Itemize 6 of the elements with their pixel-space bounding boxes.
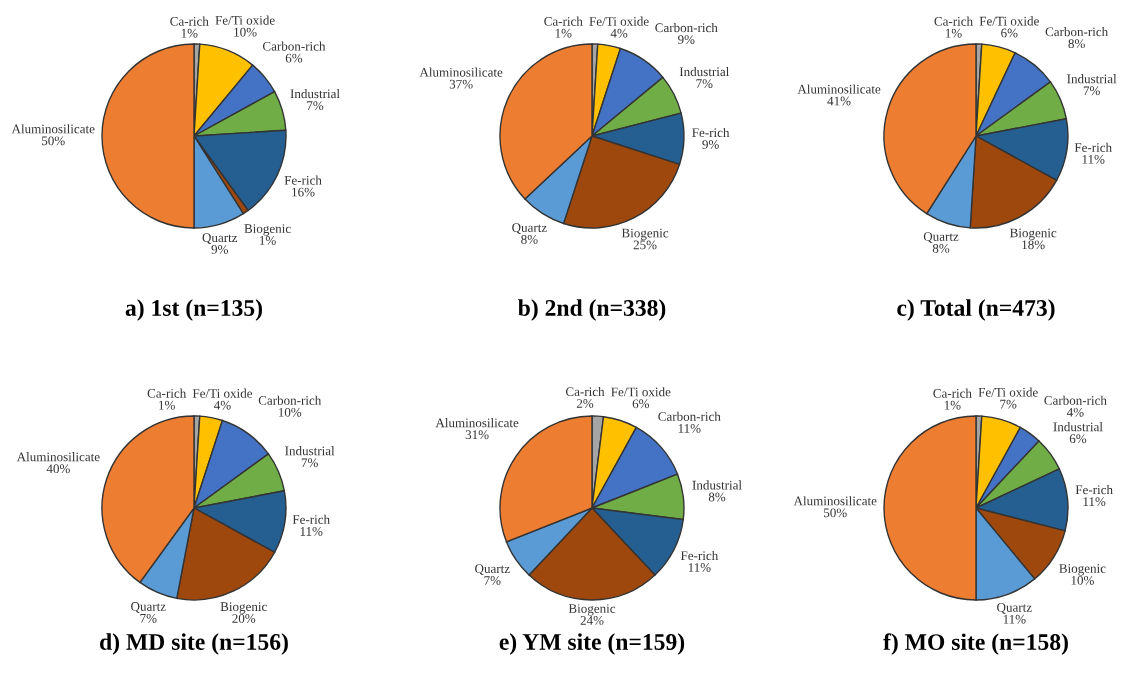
text: d) MD site (n=156) <box>100 633 288 655</box>
text: b) 2nd (n=338) <box>518 299 666 321</box>
text: a) 1st (n=135) <box>125 299 262 321</box>
text: e) YM site (n=159) <box>499 633 685 655</box>
text: f) MO site (n=158) <box>883 633 1068 655</box>
text: c) Total (n=473) <box>897 299 1055 321</box>
